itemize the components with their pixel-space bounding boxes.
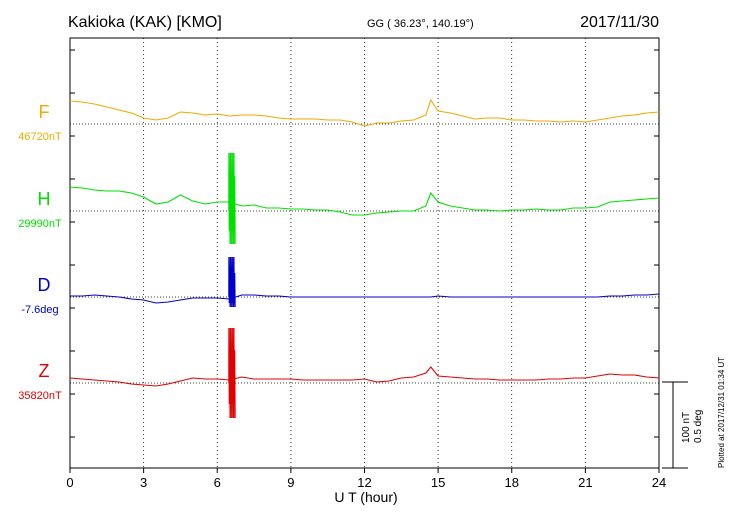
- station-title: Kakioka (KAK) [KMO]: [68, 14, 222, 31]
- series-label-D: D: [38, 275, 51, 295]
- spike-Z: [228, 327, 236, 419]
- plot-date: 2017/11/30: [580, 14, 659, 31]
- x-tick-label: 3: [140, 475, 147, 490]
- series-baseline-D: -7.6deg: [21, 304, 58, 316]
- x-axis-label: U T (hour): [334, 489, 397, 505]
- scale-bar-nt: 100 nT: [681, 412, 692, 443]
- x-tick-label: 6: [214, 475, 221, 490]
- station-coords: GG ( 36.23°, 140.19°): [367, 18, 474, 30]
- series-group: F 46720nT H 29990nT D -7.6deg Z 35820nT: [18, 98, 660, 419]
- x-tick-label: 21: [578, 475, 592, 490]
- x-tick-label: 0: [66, 475, 73, 490]
- x-tick-label: 15: [431, 475, 445, 490]
- series-line-Z: [69, 366, 660, 387]
- series-baseline-Z: 35820nT: [18, 390, 62, 402]
- series-baseline-F: 46720nT: [18, 131, 62, 143]
- series-line-F: [69, 98, 660, 127]
- series-label-F: F: [39, 102, 50, 122]
- x-tick-label: 9: [287, 475, 294, 490]
- grid-lines: [143, 38, 586, 468]
- x-axis-ticks: 0 3 6 9 12 15 18 21 24: [66, 49, 666, 490]
- x-tick-label: 18: [505, 475, 519, 490]
- spike-D: [228, 256, 236, 308]
- series-label-H: H: [38, 189, 51, 209]
- spike-H: [228, 152, 236, 245]
- series-baseline-H: 29990nT: [18, 218, 62, 230]
- series-label-Z: Z: [39, 361, 50, 381]
- series-line-D: [70, 293, 660, 304]
- plotted-at-note: Plotted at 2017/12/31 01:34 UT: [717, 357, 726, 468]
- x-tick-label: 24: [652, 475, 666, 490]
- scale-bar: 100 nT 0.5 deg: [662, 381, 704, 469]
- series-line-H: [69, 186, 660, 216]
- x-tick-label: 12: [357, 475, 371, 490]
- scale-bar-deg: 0.5 deg: [693, 410, 704, 443]
